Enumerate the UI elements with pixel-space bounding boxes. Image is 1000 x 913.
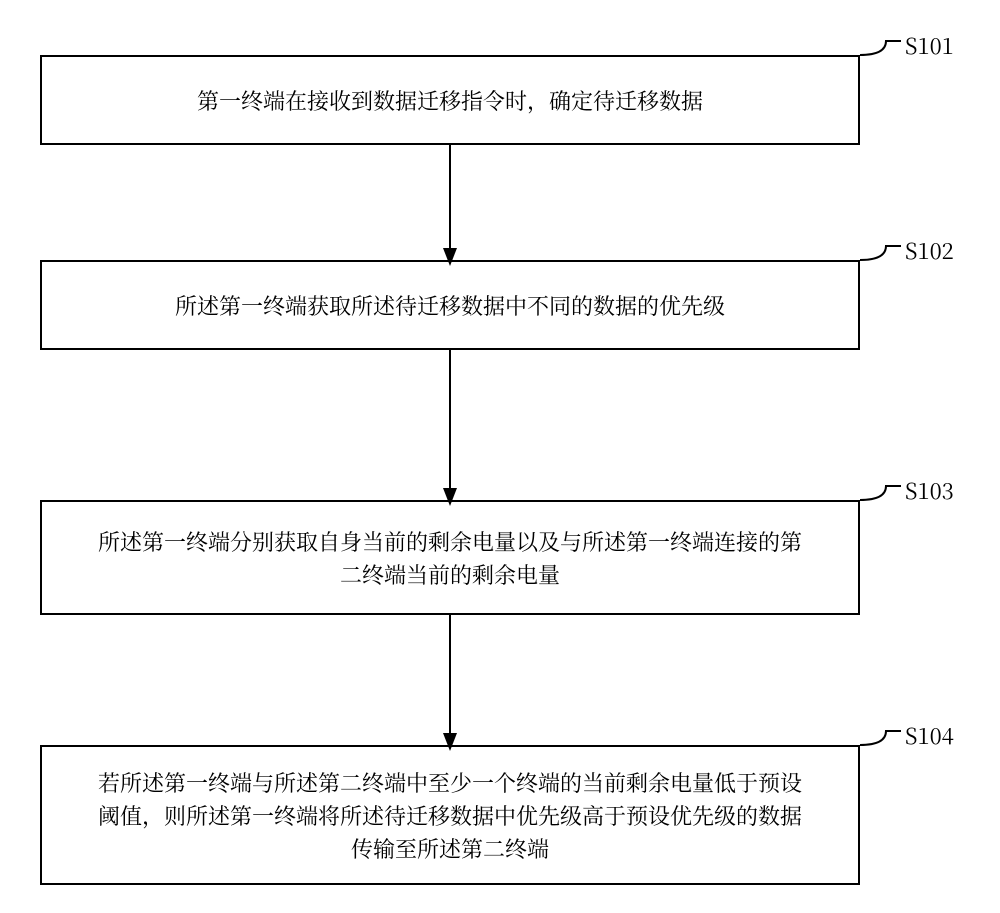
leader-s103 (860, 486, 901, 500)
leader-s104 (860, 731, 901, 745)
flow-node-s104: 若所述第一终端与所述第二终端中至少一个终端的当前剩余电量低于预设 阈值，则所述第… (40, 745, 860, 885)
step-label-s102: S102 (905, 235, 954, 266)
flow-node-s102-label: 所述第一终端获取所述待迁移数据中不同的数据的优先级 (163, 289, 737, 322)
flow-node-s102: 所述第一终端获取所述待迁移数据中不同的数据的优先级 (40, 260, 860, 350)
flow-node-s103-label: 所述第一终端分别获取自身当前的剩余电量以及与所述第一终端连接的第 二终端当前的剩… (86, 525, 814, 591)
leader-s101 (860, 41, 901, 55)
step-label-s103: S103 (905, 475, 954, 506)
leader-lines (860, 41, 901, 745)
flowchart-canvas: 第一终端在接收到数据迁移指令时，确定待迁移数据 S101 所述第一终端获取所述待… (0, 0, 1000, 913)
flow-node-s101-label: 第一终端在接收到数据迁移指令时，确定待迁移数据 (185, 84, 715, 117)
step-label-s101: S101 (905, 30, 954, 61)
leader-s102 (860, 246, 901, 260)
step-label-s104: S104 (905, 720, 954, 751)
flow-node-s103: 所述第一终端分别获取自身当前的剩余电量以及与所述第一终端连接的第 二终端当前的剩… (40, 500, 860, 615)
flow-node-s101: 第一终端在接收到数据迁移指令时，确定待迁移数据 (40, 55, 860, 145)
flow-node-s104-label: 若所述第一终端与所述第二终端中至少一个终端的当前剩余电量低于预设 阈值，则所述第… (86, 766, 814, 865)
